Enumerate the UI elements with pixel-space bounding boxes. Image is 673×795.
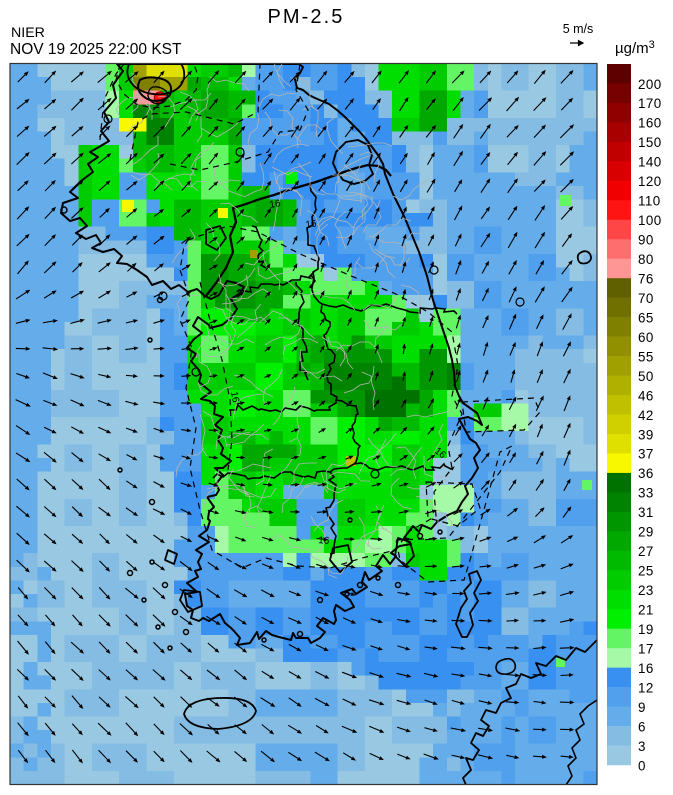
svg-text:110: 110 <box>638 194 661 209</box>
svg-text:16: 16 <box>318 535 330 547</box>
svg-text:31: 31 <box>638 505 654 520</box>
svg-text:39: 39 <box>638 427 654 442</box>
svg-text:27: 27 <box>638 544 654 559</box>
svg-text:5 m/s: 5 m/s <box>563 22 594 36</box>
svg-text:70: 70 <box>638 291 654 306</box>
svg-text:0: 0 <box>638 758 646 773</box>
svg-text:42: 42 <box>638 408 654 423</box>
svg-text:120: 120 <box>638 174 662 189</box>
svg-text:29: 29 <box>638 525 654 540</box>
svg-text:µg/m3: µg/m3 <box>615 39 655 57</box>
svg-text:9: 9 <box>638 700 646 715</box>
svg-text:36: 36 <box>638 466 654 481</box>
svg-text:65: 65 <box>638 310 654 325</box>
svg-text:37: 37 <box>638 447 654 462</box>
svg-text:23: 23 <box>638 583 654 598</box>
svg-text:16: 16 <box>638 661 654 676</box>
svg-text:90: 90 <box>638 233 654 248</box>
svg-text:16: 16 <box>305 218 318 231</box>
svg-text:3: 3 <box>638 739 646 754</box>
svg-text:19: 19 <box>638 622 654 637</box>
svg-text:60: 60 <box>638 330 654 345</box>
svg-text:150: 150 <box>638 135 662 150</box>
svg-text:21: 21 <box>638 603 654 618</box>
svg-text:16: 16 <box>269 198 282 211</box>
svg-text:55: 55 <box>638 349 654 364</box>
svg-text:25: 25 <box>638 564 654 579</box>
svg-text:NIER: NIER <box>11 25 45 41</box>
svg-text:46: 46 <box>638 388 654 403</box>
svg-text:160: 160 <box>638 116 662 131</box>
svg-text:PM-2.5: PM-2.5 <box>267 6 344 28</box>
svg-text:100: 100 <box>638 213 662 228</box>
svg-text:17: 17 <box>638 642 654 657</box>
svg-text:6: 6 <box>638 719 646 734</box>
svg-text:140: 140 <box>638 155 662 170</box>
svg-text:170: 170 <box>638 96 662 111</box>
svg-text:12: 12 <box>638 680 654 695</box>
svg-text:80: 80 <box>638 252 654 267</box>
svg-text:76: 76 <box>638 272 654 287</box>
svg-text:16: 16 <box>228 391 241 404</box>
svg-text:33: 33 <box>638 486 654 501</box>
svg-text:200: 200 <box>638 77 662 92</box>
svg-text:NOV 19 2025 22:00 KST: NOV 19 2025 22:00 KST <box>10 41 182 58</box>
svg-text:50: 50 <box>638 369 654 384</box>
